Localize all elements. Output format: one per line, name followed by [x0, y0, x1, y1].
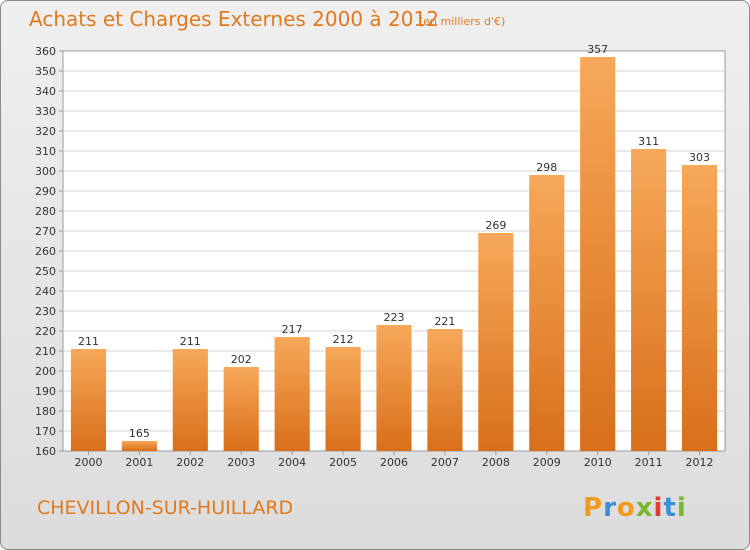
chart-title: Achats et Charges Externes 2000 à 2012 [29, 7, 439, 31]
y-tick-label: 240 [35, 285, 56, 298]
x-tick-label-2002: 2002 [176, 456, 204, 469]
y-tick-label: 300 [35, 165, 56, 178]
logo-letter: i [653, 493, 664, 523]
bar-2009 [529, 175, 565, 451]
y-tick-label: 200 [35, 365, 56, 378]
bar-2012 [681, 165, 718, 451]
bar-2003 [223, 367, 259, 451]
value-label-2007: 221 [434, 315, 455, 328]
logo-letter: P [583, 493, 604, 523]
value-label-2000: 211 [78, 335, 99, 348]
y-tick-label: 310 [35, 145, 56, 158]
y-tick-label: 190 [35, 385, 56, 398]
bar-2010 [580, 57, 616, 451]
value-label-2006: 223 [384, 311, 405, 324]
value-label-2005: 212 [333, 333, 354, 346]
value-label-2004: 217 [282, 323, 303, 336]
logo-letter: i [676, 493, 687, 523]
y-tick-label: 210 [35, 345, 56, 358]
x-tick-label-2000: 2000 [74, 456, 102, 469]
bar-2004 [274, 337, 310, 451]
bar-2007 [427, 329, 463, 451]
y-tick-label: 360 [35, 45, 56, 58]
logo-letter: r [603, 493, 617, 523]
y-tick-label: 160 [35, 445, 56, 458]
y-tick-label: 290 [35, 185, 56, 198]
logo-letter: x [635, 493, 654, 523]
value-label-2008: 269 [485, 219, 506, 232]
y-tick-label: 170 [35, 425, 56, 438]
x-tick-label-2011: 2011 [635, 456, 663, 469]
bar-2011 [631, 149, 667, 451]
x-tick-label-2003: 2003 [227, 456, 255, 469]
y-tick-label: 220 [35, 325, 56, 338]
bar-2006 [376, 325, 412, 451]
y-tick-label: 260 [35, 245, 56, 258]
x-tick-label-2008: 2008 [482, 456, 510, 469]
value-label-2009: 298 [536, 161, 557, 174]
bars: 211 165 211 202 217 212 223 221 269 298 357 311 303 [70, 43, 718, 451]
value-label-2010: 357 [587, 43, 608, 56]
y-tick-label: 330 [35, 105, 56, 118]
x-tick-label-2004: 2004 [278, 456, 306, 469]
y-tick-label: 270 [35, 225, 56, 238]
proxiti-logo: Proxiti [583, 493, 687, 523]
y-axis-ticks: 160 170 180 190 200 210 220 230 240 250 260 270 280 2… [35, 45, 63, 458]
x-tick-label-2005: 2005 [329, 456, 357, 469]
value-label-2011: 311 [638, 135, 659, 148]
logo-letter: o [616, 493, 636, 523]
bar-2001 [121, 441, 157, 451]
y-tick-label: 250 [35, 265, 56, 278]
x-tick-label-2001: 2001 [125, 456, 153, 469]
value-label-2002: 211 [180, 335, 201, 348]
x-tick-label-2010: 2010 [584, 456, 612, 469]
chart-subtitle: (en milliers d'€) [419, 15, 506, 28]
bar-2008 [478, 233, 514, 451]
value-label-2001: 165 [129, 427, 150, 440]
x-tick-label-2007: 2007 [431, 456, 459, 469]
x-axis-ticks: 2000 2001 2002 2003 2004 2005 2006 2007 2008 2009… [74, 451, 714, 469]
y-tick-label: 320 [35, 125, 56, 138]
y-tick-label: 230 [35, 305, 56, 318]
value-label-2012: 303 [689, 151, 710, 164]
commune-name: CHEVILLON-SUR-HUILLARD [37, 497, 294, 519]
value-label-2003: 202 [231, 353, 252, 366]
x-tick-label-2006: 2006 [380, 456, 408, 469]
bar-2005 [325, 347, 361, 451]
bar-2002 [172, 349, 208, 451]
logo-letter: t [663, 493, 677, 523]
y-tick-label: 180 [35, 405, 56, 418]
bar-2000 [70, 349, 107, 451]
y-tick-label: 350 [35, 65, 56, 78]
x-tick-label-2009: 2009 [533, 456, 561, 469]
y-tick-label: 280 [35, 205, 56, 218]
y-tick-label: 340 [35, 85, 56, 98]
x-tick-label-2012: 2012 [686, 456, 714, 469]
